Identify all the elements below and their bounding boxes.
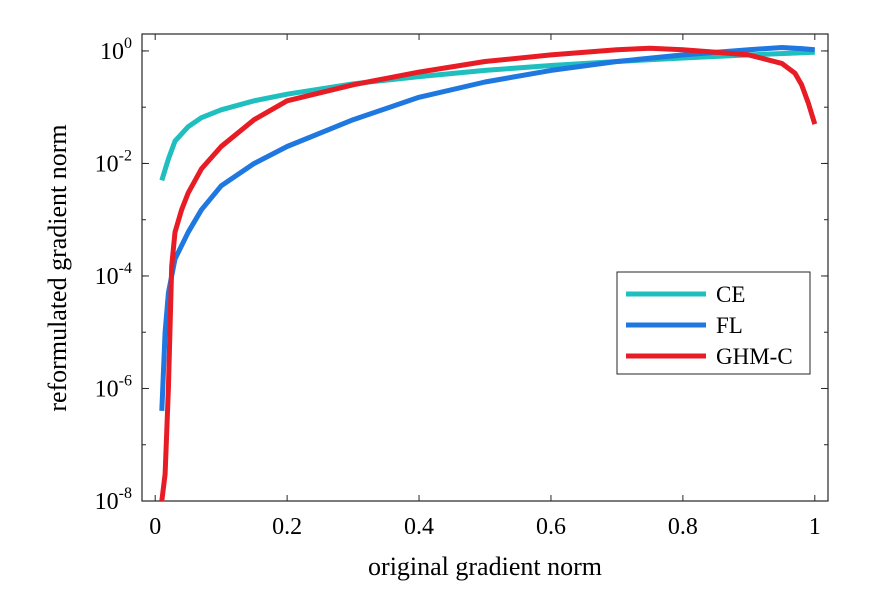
legend-label-fl: FL xyxy=(716,313,743,338)
x-ticks: 0 0.2 0.4 0.6 0.8 1 xyxy=(149,34,821,540)
legend: CE FL GHM-C xyxy=(616,271,811,375)
y-tick-label: 10-6 xyxy=(95,372,132,402)
y-tick-label: 10-4 xyxy=(95,260,132,290)
y-tick-label: 100 xyxy=(100,35,132,65)
y-tick-label: 10-8 xyxy=(95,485,132,515)
legend-entries: CE FL GHM-C xyxy=(626,282,793,369)
plot-area: 0 0.2 0.4 0.6 0.8 1 10-8 10-6 10-4 10-2 100 xyxy=(95,33,829,540)
x-tick-label: 0.6 xyxy=(536,514,566,540)
series-line-ghm-c xyxy=(159,45,818,502)
y-tick-label: 10-2 xyxy=(95,147,132,177)
axes-frame xyxy=(141,33,829,502)
y-axis-label: reformulated gradient norm xyxy=(43,124,72,411)
legend-label-ghm-c: GHM-C xyxy=(716,344,793,369)
x-tick-label: 0 xyxy=(149,514,161,540)
x-tick-label: 1 xyxy=(809,514,821,540)
x-tick-label: 0.2 xyxy=(272,514,302,540)
y-ticks: 10-8 10-6 10-4 10-2 100 xyxy=(95,35,828,515)
series-line-fl xyxy=(159,45,816,412)
x-axis-label: original gradient norm xyxy=(368,552,602,581)
series-layer xyxy=(159,45,818,502)
x-tick-label: 0.4 xyxy=(404,514,434,540)
legend-label-ce: CE xyxy=(716,282,745,307)
x-tick-label: 0.8 xyxy=(668,514,698,540)
